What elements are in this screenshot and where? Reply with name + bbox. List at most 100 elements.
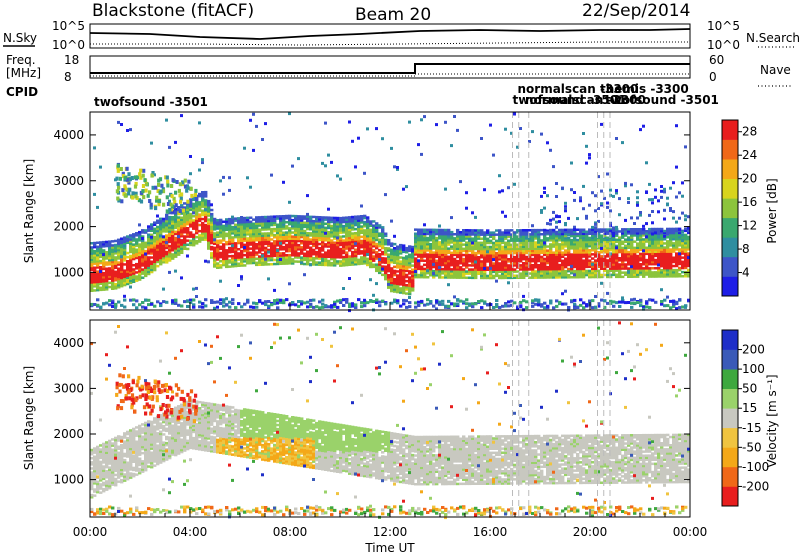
heatmap-cell xyxy=(477,247,481,251)
heatmap-cell xyxy=(459,180,462,184)
heatmap-cell xyxy=(621,230,625,233)
heatmap-cell xyxy=(330,160,333,164)
heatmap-cell xyxy=(447,263,451,267)
heatmap-cell xyxy=(606,205,609,209)
heatmap-cell xyxy=(534,257,538,261)
heatmap-cell xyxy=(630,305,634,309)
heatmap-cell xyxy=(453,247,457,250)
heatmap-cell xyxy=(207,228,211,232)
heatmap-cell xyxy=(429,257,433,260)
heatmap-cell xyxy=(399,276,403,280)
heatmap-cell xyxy=(459,247,463,250)
heatmap-cell xyxy=(225,249,229,252)
heatmap-cell xyxy=(417,267,421,271)
heatmap-cell xyxy=(606,232,610,235)
heatmap-cell xyxy=(570,253,574,256)
heatmap-cell xyxy=(165,226,169,229)
heatmap-cell xyxy=(411,258,415,261)
heatmap-cell xyxy=(339,298,343,302)
heatmap-cell xyxy=(537,274,541,277)
heatmap-cell xyxy=(438,276,442,279)
heatmap-cell xyxy=(219,266,223,269)
heatmap-cell xyxy=(333,245,337,249)
heatmap-cell xyxy=(648,271,652,274)
heatmap-cell xyxy=(522,237,526,240)
heatmap-cell xyxy=(210,225,214,228)
heatmap-cell xyxy=(135,254,139,258)
heatmap-cell xyxy=(150,262,154,265)
heatmap-cell xyxy=(93,268,97,272)
heatmap-cell xyxy=(222,253,226,256)
heatmap-cell xyxy=(582,247,586,250)
heatmap-cell xyxy=(297,252,301,255)
heatmap-cell xyxy=(315,222,319,225)
heatmap-cell xyxy=(204,259,207,263)
heatmap-cell xyxy=(525,268,529,271)
heatmap-cell xyxy=(90,268,94,272)
heatmap-cell xyxy=(180,216,184,219)
heatmap-cell xyxy=(255,253,259,256)
heatmap-cell xyxy=(321,263,325,267)
heatmap-cell xyxy=(657,252,661,255)
heatmap-cell xyxy=(405,185,408,189)
heatmap-cell xyxy=(117,261,121,264)
heatmap-cell xyxy=(402,302,406,306)
heatmap-cell xyxy=(249,259,253,263)
heatmap-cell xyxy=(243,258,247,261)
heatmap-cell xyxy=(207,212,211,215)
heatmap-cell xyxy=(228,259,232,262)
heatmap-cell xyxy=(159,246,163,249)
heatmap-cell xyxy=(522,274,526,277)
heatmap-cell xyxy=(165,252,169,256)
heatmap-cell xyxy=(384,249,388,252)
heatmap-cell xyxy=(378,232,382,235)
heatmap-cell xyxy=(345,224,349,228)
heatmap-cell xyxy=(267,256,271,260)
heatmap-cell xyxy=(171,240,175,244)
heatmap-cell xyxy=(264,236,268,239)
heatmap-cell xyxy=(516,306,519,310)
heatmap-cell xyxy=(438,234,442,238)
heatmap-cell xyxy=(327,232,331,236)
heatmap-cell xyxy=(354,215,358,218)
heatmap-cell xyxy=(120,241,124,245)
heatmap-cell xyxy=(267,248,271,252)
heatmap-cell xyxy=(393,251,397,254)
heatmap-cell xyxy=(336,174,339,178)
heatmap-cell xyxy=(489,233,493,236)
heatmap-cell xyxy=(177,235,180,239)
heatmap-cell xyxy=(417,300,421,304)
heatmap-cell xyxy=(534,251,538,255)
heatmap-cell xyxy=(384,234,388,238)
heatmap-cell xyxy=(273,233,277,237)
heatmap-cell xyxy=(684,239,688,243)
heatmap-cell xyxy=(174,251,178,254)
heatmap-cell xyxy=(129,236,133,239)
heatmap-cell xyxy=(546,257,550,261)
heatmap-cell xyxy=(663,266,667,270)
heatmap-cell xyxy=(201,232,205,235)
heatmap-cell xyxy=(90,273,94,276)
heatmap-cell xyxy=(435,274,439,277)
heatmap-cell xyxy=(372,265,376,269)
heatmap-cell xyxy=(369,251,373,254)
heatmap-cell xyxy=(609,302,613,305)
heatmap-cell xyxy=(489,245,493,249)
heatmap-cell xyxy=(666,254,670,257)
heatmap-cell xyxy=(426,269,429,273)
heatmap-cell xyxy=(438,243,442,246)
heatmap-cell xyxy=(639,256,643,260)
heatmap-cell xyxy=(573,243,577,246)
heatmap-cell xyxy=(369,257,373,260)
heatmap-cell xyxy=(231,261,235,264)
heatmap-cell xyxy=(561,186,564,190)
heatmap-cell xyxy=(273,227,277,231)
heatmap-cell xyxy=(516,145,519,149)
heatmap-cell xyxy=(225,297,228,301)
heatmap-cell xyxy=(315,246,319,250)
heatmap-cell xyxy=(507,233,511,236)
heatmap-cell xyxy=(486,274,490,278)
heatmap-cell xyxy=(429,238,433,242)
heatmap-cell xyxy=(534,232,537,236)
heatmap-cell xyxy=(210,229,214,232)
